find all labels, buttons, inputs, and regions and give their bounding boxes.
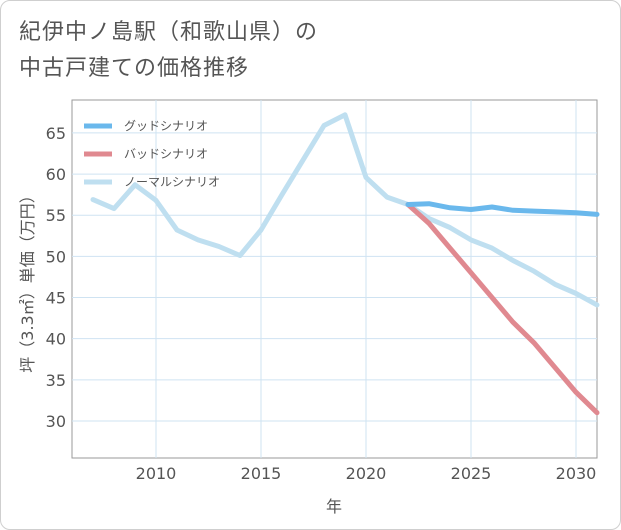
chart-title-line-2: 中古戸建ての価格推移 bbox=[19, 56, 250, 81]
y-tick-label-0: 30 bbox=[46, 412, 66, 431]
legend-label-1[interactable]: バッドシナリオ bbox=[124, 147, 208, 161]
series-line-0 bbox=[405, 201, 600, 217]
x-tick-label-4: 2030 bbox=[556, 464, 597, 483]
chart-title-line-1: 紀伊中ノ島駅（和歌山県）の bbox=[19, 20, 319, 45]
y-tick-label-6: 60 bbox=[46, 165, 66, 184]
y-tick-label-4: 50 bbox=[46, 247, 66, 266]
series-lines bbox=[90, 112, 600, 416]
x-axis-label: 年 bbox=[326, 497, 342, 516]
legend-label-2[interactable]: ノーマルシナリオ bbox=[124, 175, 220, 189]
y-axis-label: 坪（3.3㎡）単価（万円） bbox=[18, 187, 37, 372]
plot-area bbox=[71, 99, 598, 459]
x-tick-label-1: 2015 bbox=[241, 464, 282, 483]
axis-ticks: 2010 2015 2020 2025 2030 30 35 40 45 50 55 60 65 bbox=[46, 124, 597, 483]
series-line-2 bbox=[90, 112, 600, 308]
series-line-1 bbox=[405, 202, 600, 416]
y-tick-label-5: 55 bbox=[46, 206, 66, 225]
x-tick-label-2: 2020 bbox=[346, 464, 387, 483]
x-tick-label-3: 2025 bbox=[451, 464, 492, 483]
y-tick-label-1: 35 bbox=[46, 371, 66, 390]
chart-title: 紀伊中ノ島駅（和歌山県）の 中古戸建ての価格推移 bbox=[19, 15, 439, 87]
legend-label-0[interactable]: グッドシナリオ bbox=[124, 119, 208, 133]
y-tick-label-3: 45 bbox=[46, 289, 66, 308]
y-tick-label-2: 40 bbox=[46, 330, 66, 349]
y-tick-label-7: 65 bbox=[46, 124, 66, 143]
x-tick-label-0: 2010 bbox=[136, 464, 177, 483]
